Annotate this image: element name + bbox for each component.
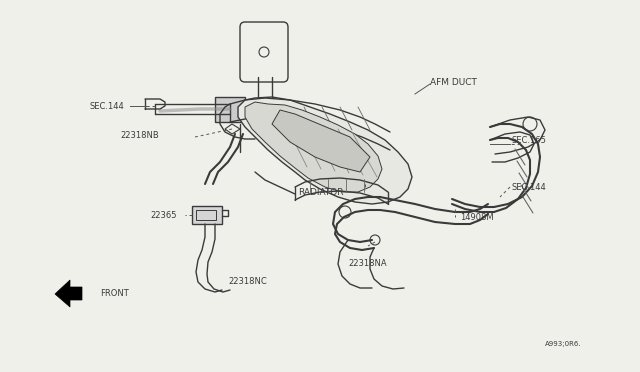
Text: RADIATOR: RADIATOR	[298, 187, 344, 196]
Polygon shape	[238, 97, 412, 204]
Text: SEC.165: SEC.165	[512, 135, 547, 144]
Polygon shape	[245, 102, 382, 192]
Text: AFM DUCT: AFM DUCT	[430, 77, 477, 87]
Text: A993;0R6.: A993;0R6.	[545, 341, 582, 347]
Text: 22318NC: 22318NC	[228, 278, 267, 286]
Polygon shape	[272, 110, 370, 172]
Text: FRONT: FRONT	[100, 289, 129, 298]
FancyBboxPatch shape	[192, 206, 222, 224]
Text: SEC.144: SEC.144	[512, 183, 547, 192]
Text: SEC.144: SEC.144	[90, 102, 125, 110]
Text: 22318NA: 22318NA	[348, 260, 387, 269]
Polygon shape	[55, 280, 82, 307]
Text: 14908M: 14908M	[460, 212, 493, 221]
Text: 22365: 22365	[150, 211, 177, 219]
FancyBboxPatch shape	[215, 97, 245, 122]
Text: 22318NB: 22318NB	[120, 131, 159, 140]
